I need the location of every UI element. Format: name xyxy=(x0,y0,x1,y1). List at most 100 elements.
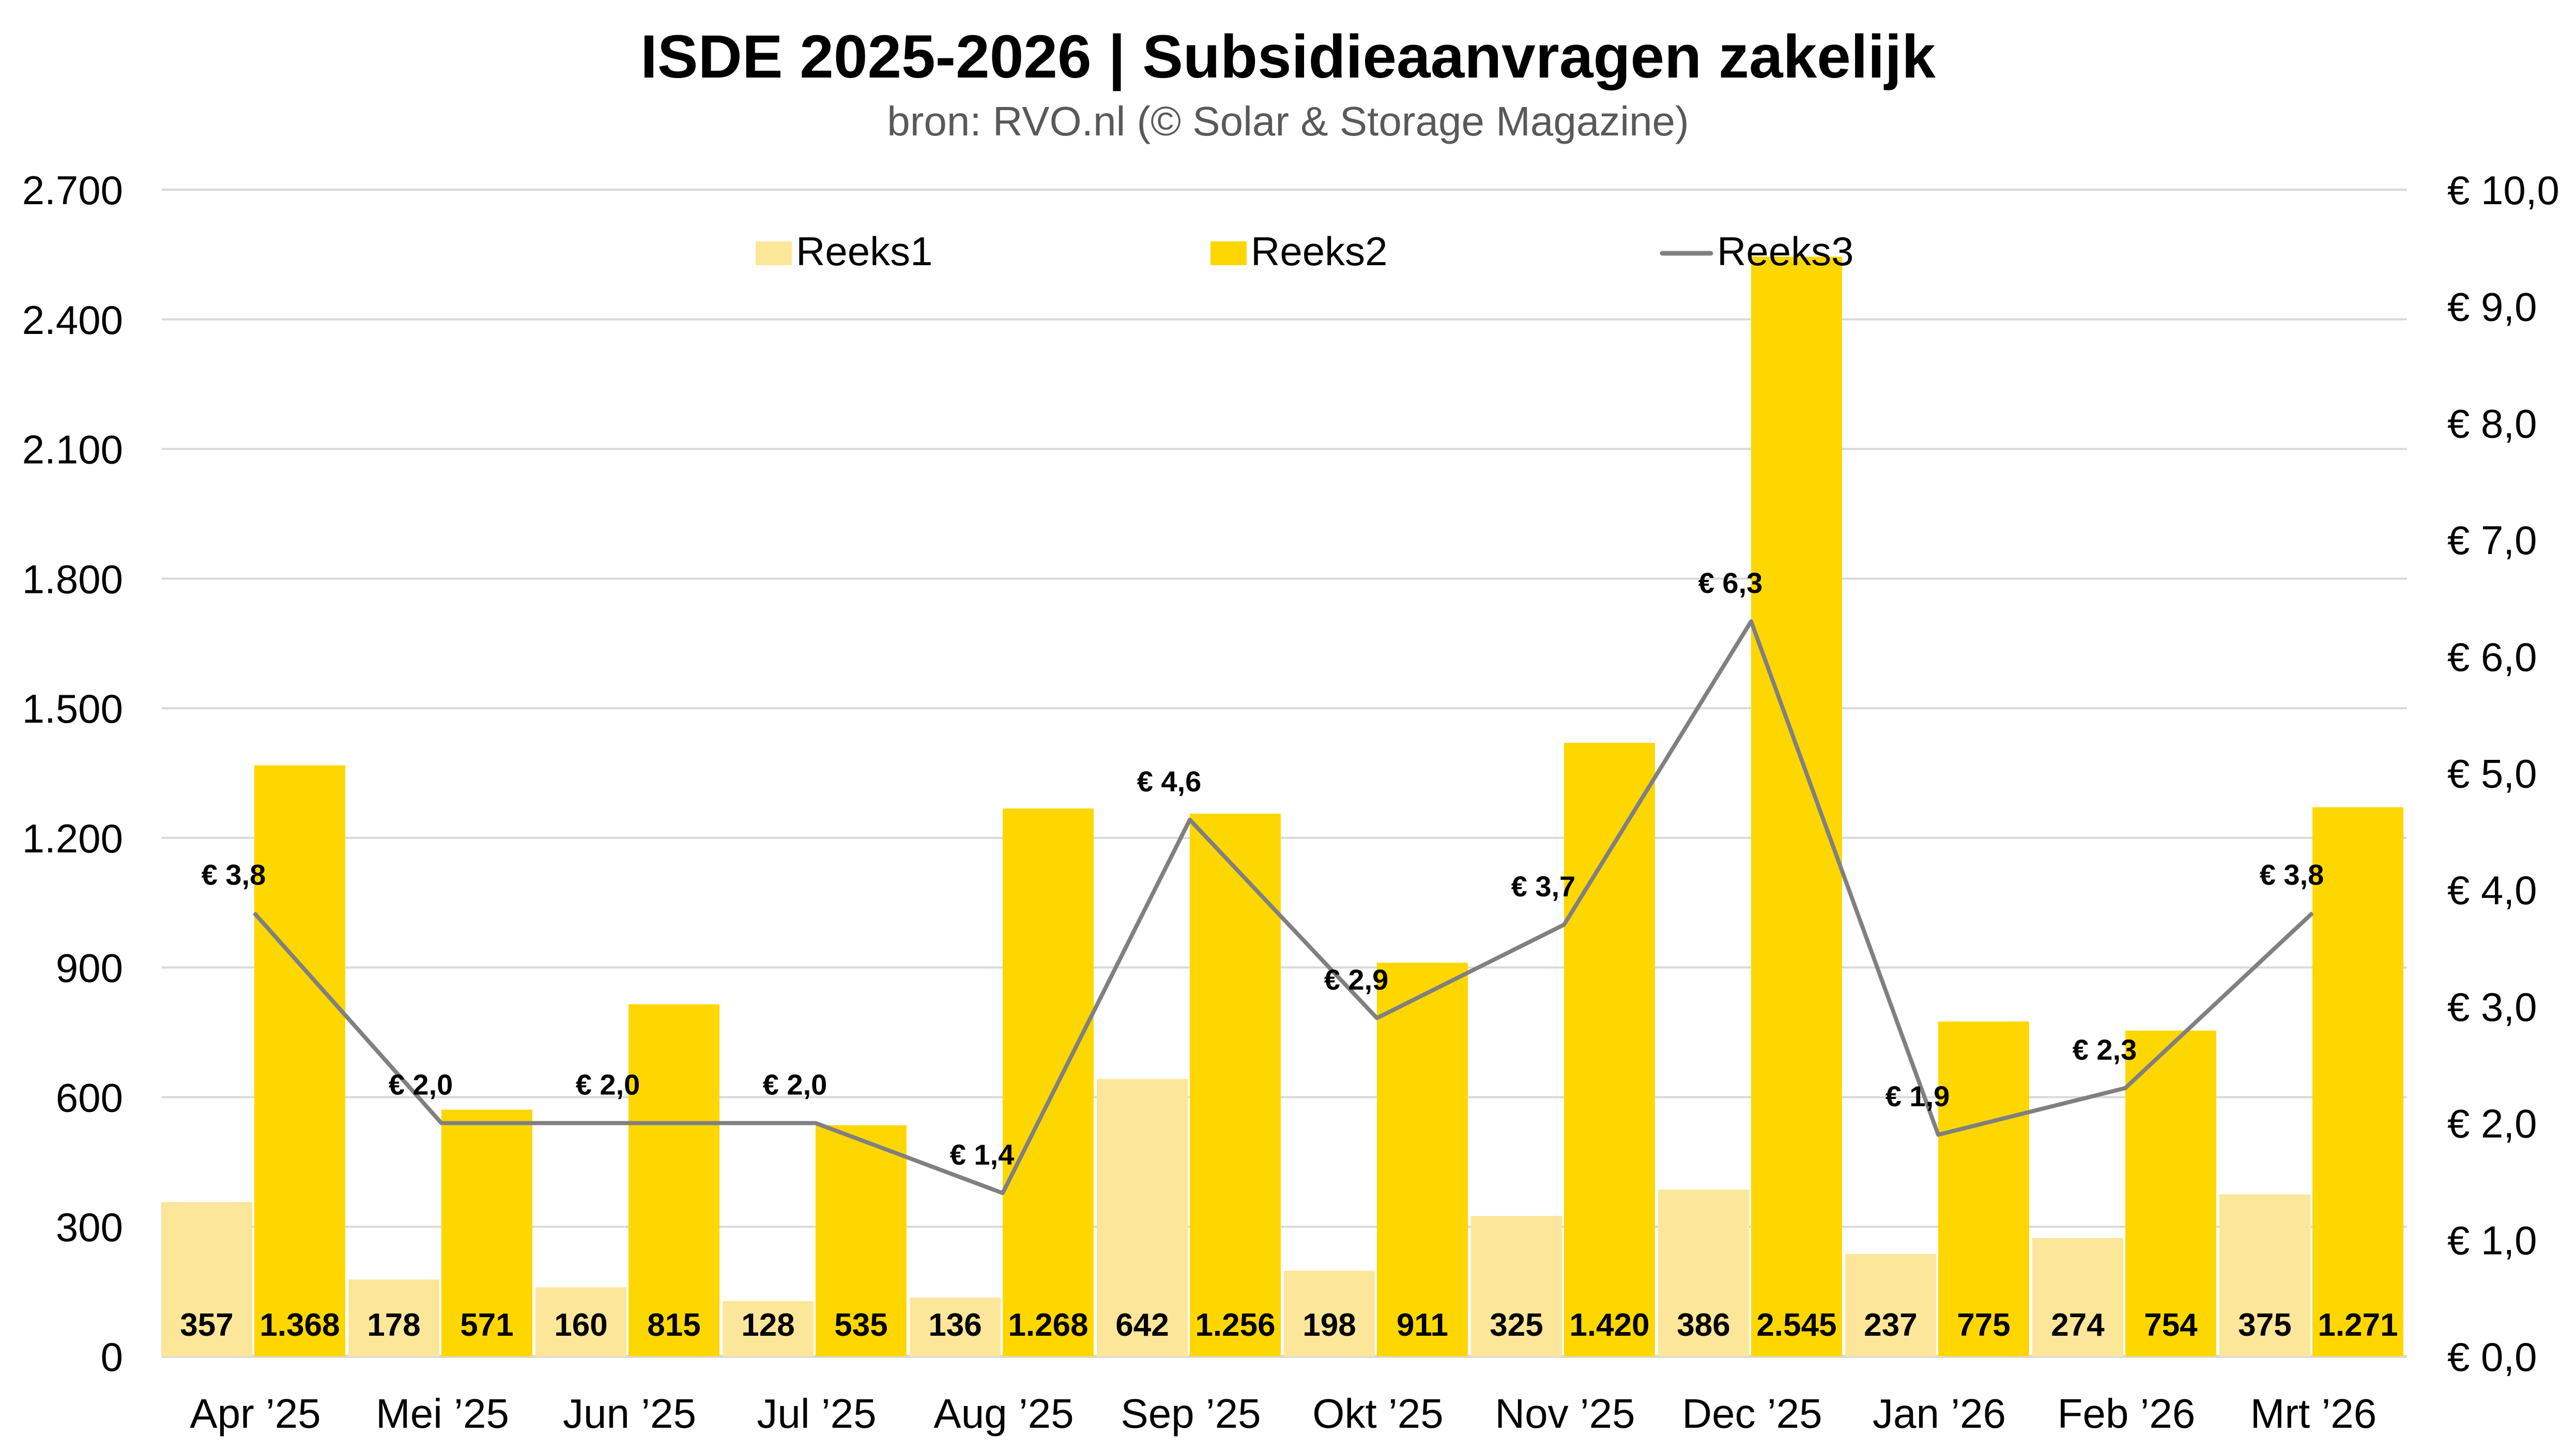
line-reeks3[interactable] xyxy=(253,619,2314,1196)
y-left-tick-label: 900 xyxy=(56,945,123,991)
line-point-reeks3[interactable] xyxy=(815,1122,816,1124)
line-label-reeks3: € 2,0 xyxy=(389,1068,453,1101)
line-point-reeks3[interactable] xyxy=(1002,1193,1003,1194)
bar-label-reeks2: 1.256 xyxy=(1195,1307,1275,1343)
line-point-reeks3[interactable] xyxy=(2125,1087,2126,1089)
bar-label-reeks1: 178 xyxy=(367,1307,420,1343)
y-right-tick-label: € 8,0 xyxy=(2447,401,2537,446)
line-label-reeks3: € 2,3 xyxy=(2073,1033,2137,1066)
line-label-reeks3: € 4,6 xyxy=(1137,765,1202,798)
y-right-tick-label: € 5,0 xyxy=(2447,751,2537,797)
bar-reeks2[interactable] xyxy=(1190,814,1281,1356)
bar-reeks2[interactable] xyxy=(816,1125,907,1356)
bar-label-reeks1: 128 xyxy=(741,1307,794,1343)
y-left-tick-label: 300 xyxy=(56,1204,123,1250)
line-label-reeks3: € 3,7 xyxy=(1511,870,1576,903)
bar-reeks2[interactable] xyxy=(1003,808,1094,1356)
y-left-tick-label: 1.200 xyxy=(22,816,123,861)
y-left-tick-label: 0 xyxy=(101,1334,123,1380)
line-point-reeks3[interactable] xyxy=(441,1122,442,1124)
bar-reeks1[interactable] xyxy=(535,1287,626,1356)
bar-label-reeks2: 775 xyxy=(1957,1307,2010,1343)
line-point-reeks3[interactable] xyxy=(1376,1017,1377,1019)
y-right-tick-label: € 1,0 xyxy=(2447,1217,2537,1263)
bar-label-reeks1: 325 xyxy=(1490,1307,1543,1343)
bar-reeks1[interactable] xyxy=(1471,1216,1562,1356)
line-label-reeks3: € 2,9 xyxy=(1324,963,1389,996)
bar-reeks2[interactable] xyxy=(1377,963,1468,1356)
bar-label-reeks1: 237 xyxy=(1864,1307,1917,1343)
line-label-reeks3: € 3,8 xyxy=(2260,858,2324,891)
bar-reeks1[interactable] xyxy=(1658,1189,1749,1356)
bar-reeks1[interactable] xyxy=(1845,1254,1936,1356)
y-right-tick-label: € 10,0 xyxy=(2447,167,2559,213)
y-left-tick-label: 1.800 xyxy=(22,556,123,602)
line-data-labels: € 3,8 € 2,0 € 2,0 € 2,0 € 1,4 € 4,6 € 2,9 € 3,7… xyxy=(202,567,2324,1171)
bar-reeks1[interactable] xyxy=(2032,1238,2123,1356)
x-tick-label: Okt ’25 xyxy=(1312,1391,1443,1437)
bar-label-reeks2: 1.420 xyxy=(1569,1307,1649,1343)
line-point-reeks3[interactable] xyxy=(254,912,255,914)
y-left-tick-label: 2.400 xyxy=(22,297,123,343)
legend-label-reeks1: Reeks1 xyxy=(796,228,932,274)
line-point-reeks3[interactable] xyxy=(628,1122,629,1124)
y-right-tick-label: € 4,0 xyxy=(2447,867,2537,913)
chart-subtitle: bron: RVO.nl (© Solar & Storage Magazine… xyxy=(887,98,1689,144)
bar-label-reeks2: 911 xyxy=(1397,1307,1448,1343)
y-axis-right: € 0,0 € 1,0 € 2,0 € 3,0 € 4,0 € 5,0 € 6,0 € 7,0… xyxy=(2447,167,2559,1380)
bar-label-reeks2: 754 xyxy=(2144,1307,2198,1343)
x-tick-label: Mei ’25 xyxy=(376,1391,509,1437)
line-point-reeks3[interactable] xyxy=(1938,1134,1939,1136)
x-tick-label: Jan ’26 xyxy=(1873,1391,2006,1437)
bar-reeks2[interactable] xyxy=(1564,742,1655,1356)
y-left-tick-label: 600 xyxy=(56,1075,123,1120)
y-right-tick-label: € 0,0 xyxy=(2447,1334,2537,1380)
legend-item-reeks2[interactable]: Reeks2 xyxy=(1210,228,1387,274)
line-label-reeks3: € 1,4 xyxy=(950,1138,1015,1171)
line-point-reeks3[interactable] xyxy=(1751,621,1752,622)
bar-reeks1[interactable] xyxy=(161,1202,252,1356)
bar-reeks2[interactable] xyxy=(2312,807,2403,1356)
x-tick-label: Jul ’25 xyxy=(757,1391,876,1437)
bar-label-reeks1: 357 xyxy=(180,1307,233,1343)
bar-reeks2[interactable] xyxy=(441,1109,532,1356)
legend-item-reeks1[interactable]: Reeks1 xyxy=(756,228,932,274)
bar-reeks2[interactable] xyxy=(1938,1021,2029,1356)
legend-swatch-reeks2 xyxy=(1210,241,1247,265)
line-point-reeks3[interactable] xyxy=(1563,924,1565,925)
x-tick-label: Mrt ’26 xyxy=(2250,1391,2377,1437)
line-point-reeks3[interactable] xyxy=(2312,912,2313,914)
bar-reeks1[interactable] xyxy=(723,1301,814,1356)
bar-label-reeks2: 1.268 xyxy=(1008,1307,1088,1343)
bar-label-reeks1: 198 xyxy=(1302,1307,1356,1343)
gridlines xyxy=(162,189,2407,1358)
bar-label-reeks2: 1.368 xyxy=(259,1307,340,1343)
bar-label-reeks1: 386 xyxy=(1677,1307,1730,1343)
bar-reeks1[interactable] xyxy=(348,1279,439,1356)
legend-item-reeks3[interactable]: Reeks3 xyxy=(1660,228,1853,274)
bar-reeks2[interactable] xyxy=(254,765,345,1356)
bar-reeks2[interactable] xyxy=(2125,1030,2216,1356)
bars xyxy=(161,256,2403,1356)
bar-label-reeks2: 535 xyxy=(834,1307,887,1343)
line-label-reeks3: € 2,0 xyxy=(576,1068,640,1101)
bar-label-reeks1: 160 xyxy=(554,1307,607,1343)
y-left-tick-label: 1.500 xyxy=(22,686,123,731)
bar-reeks1[interactable] xyxy=(910,1297,1001,1356)
line-point-reeks3[interactable] xyxy=(1189,819,1190,820)
legend: Reeks1 Reeks2 Reeks3 xyxy=(756,228,1853,274)
bar-reeks1[interactable] xyxy=(2219,1194,2310,1356)
y-right-tick-label: € 6,0 xyxy=(2447,634,2537,680)
bar-reeks1[interactable] xyxy=(1284,1271,1375,1356)
legend-label-reeks3: Reeks3 xyxy=(1717,228,1853,274)
bar-reeks2[interactable] xyxy=(628,1004,719,1356)
bar-reeks2[interactable] xyxy=(1751,256,1842,1356)
legend-swatch-reeks1 xyxy=(756,241,792,265)
x-tick-label: Dec ’25 xyxy=(1682,1391,1822,1437)
bar-label-reeks2: 571 xyxy=(460,1307,513,1343)
x-tick-label: Jun ’25 xyxy=(563,1391,696,1437)
y-left-tick-label: 2.700 xyxy=(22,167,123,213)
bar-reeks1[interactable] xyxy=(1097,1079,1188,1356)
line-label-reeks3: € 2,0 xyxy=(763,1068,827,1101)
